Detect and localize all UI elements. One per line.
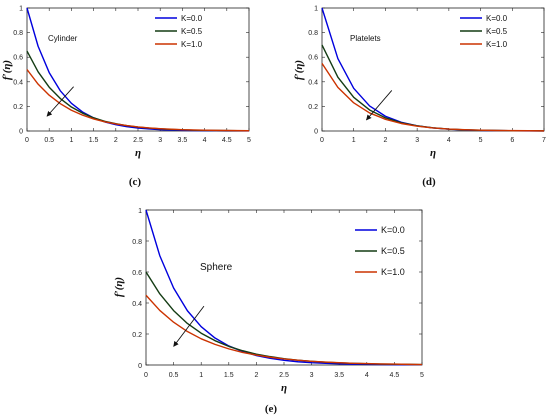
trend-arrow xyxy=(173,305,205,347)
x-tick-label: 0 xyxy=(144,372,148,379)
y-tick-label: 0.6 xyxy=(308,55,318,62)
series-line-k-0-5 xyxy=(145,271,423,366)
y-tick-label: 1 xyxy=(138,208,142,215)
panel-label: (c) xyxy=(129,176,142,188)
x-axis-label: η xyxy=(135,147,141,159)
legend-label: K=0.5 xyxy=(181,27,203,36)
x-axis-label: η xyxy=(281,382,287,394)
x-tick-label: 4.5 xyxy=(390,372,400,379)
x-tick-label: 3 xyxy=(415,137,419,144)
x-tick-label: 4.5 xyxy=(222,137,232,144)
legend-label: K=1.0 xyxy=(381,267,405,277)
x-tick-label: 5 xyxy=(420,372,424,379)
legend-label: K=1.0 xyxy=(486,40,508,49)
x-tick-label: 2 xyxy=(254,372,258,379)
y-tick-label: 0.6 xyxy=(13,55,23,62)
series-line-k-1-0 xyxy=(26,69,250,132)
x-tick-label: 3.5 xyxy=(334,372,344,379)
y-tick-label: 0 xyxy=(19,129,23,136)
series-line-k-0-5 xyxy=(321,44,545,132)
x-tick-label: 5 xyxy=(247,137,251,144)
legend-label: K=1.0 xyxy=(181,40,203,49)
x-tick-label: 3.5 xyxy=(178,137,188,144)
x-tick-label: 7 xyxy=(542,137,546,144)
y-tick-label: 0.4 xyxy=(308,79,318,86)
series-line-k-0-0 xyxy=(321,7,544,132)
plot-frame xyxy=(26,7,250,132)
series-line-k-1-0 xyxy=(321,62,545,132)
y-tick-label: 1 xyxy=(314,6,318,13)
trend-arrow xyxy=(366,90,393,121)
x-tick-label: 0 xyxy=(320,137,324,144)
panel-label: (e) xyxy=(265,403,278,415)
shape-annotation: Platelets xyxy=(350,34,381,43)
x-tick-label: 4 xyxy=(447,137,451,144)
trend-arrow xyxy=(46,86,74,117)
y-axis-label: f′(η) xyxy=(1,60,13,80)
x-tick-label: 2 xyxy=(383,137,387,144)
y-tick-label: 0.4 xyxy=(132,301,142,308)
y-tick-label: 0.2 xyxy=(132,332,142,339)
y-tick-label: 0.8 xyxy=(13,30,23,37)
x-tick-label: 6 xyxy=(510,137,514,144)
y-tick-label: 0.2 xyxy=(13,104,23,111)
chart-panel: 0 0.5 1 1.5 2 2.5 3 3.5 4 4.5 5 0 0.2 0.4 0.6 0.8 1 K=0.0… xyxy=(113,208,424,415)
x-tick-label: 2.5 xyxy=(279,372,289,379)
legend-label: K=0.0 xyxy=(486,14,508,23)
x-tick-label: 2.5 xyxy=(133,137,143,144)
series-line-k-0-0 xyxy=(26,7,249,132)
x-tick-label: 1.5 xyxy=(89,137,99,144)
x-tick-label: 1 xyxy=(352,137,356,144)
chart-panel: 0 0.5 1 1.5 2 2.5 3 3.5 4 4.5 5 0 0.2 0.4 0.6 0.8 1 K=0.0… xyxy=(1,6,251,189)
y-tick-label: 0 xyxy=(314,129,318,136)
x-tick-label: 1.5 xyxy=(224,372,234,379)
x-tick-label: 2 xyxy=(114,137,118,144)
x-tick-label: 4 xyxy=(203,137,207,144)
x-tick-label: 0.5 xyxy=(44,137,54,144)
y-tick-label: 0.8 xyxy=(132,239,142,246)
x-tick-label: 3 xyxy=(310,372,314,379)
x-tick-label: 5 xyxy=(479,137,483,144)
x-tick-label: 1 xyxy=(69,137,73,144)
y-axis-label: f′(η) xyxy=(113,277,125,297)
plot-frame xyxy=(321,7,545,132)
x-tick-label: 1 xyxy=(199,372,203,379)
shape-annotation: Cylinder xyxy=(48,34,78,43)
y-axis-label: f′(η) xyxy=(293,60,305,80)
series-line-k-1-0 xyxy=(145,294,423,366)
x-axis-label: η xyxy=(430,147,436,159)
y-tick-label: 1 xyxy=(19,6,23,13)
legend-label: K=0.5 xyxy=(486,27,508,36)
legend-label: K=0.0 xyxy=(381,225,405,235)
legend-label: K=0.5 xyxy=(381,246,405,256)
x-tick-label: 0.5 xyxy=(169,372,179,379)
x-tick-label: 4 xyxy=(365,372,369,379)
legend-label: K=0.0 xyxy=(181,14,203,23)
chart-panel: 0 1 2 3 4 5 6 7 0 0.2 0.4 0.6 0.8 1 K=0.0 K=0.5 K=1.0 Pla… xyxy=(293,6,546,189)
y-tick-label: 0.8 xyxy=(308,30,318,37)
x-tick-label: 0 xyxy=(25,137,29,144)
shape-annotation: Sphere xyxy=(200,262,233,273)
y-tick-label: 0 xyxy=(138,363,142,370)
panel-label: (d) xyxy=(422,176,436,188)
y-tick-label: 0.6 xyxy=(132,270,142,277)
y-tick-label: 0.4 xyxy=(13,79,23,86)
y-tick-label: 0.2 xyxy=(308,104,318,111)
x-tick-label: 3 xyxy=(158,137,162,144)
